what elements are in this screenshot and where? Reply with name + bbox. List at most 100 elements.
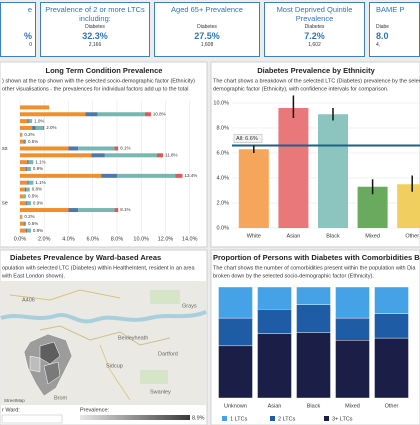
kpi-value: 7.2% — [304, 31, 325, 41]
bar-segment — [97, 112, 145, 117]
bar — [318, 114, 348, 228]
panel-title: Long Term Condition Prevalence — [46, 66, 163, 75]
bar-segment — [28, 160, 34, 165]
bar-segment — [21, 214, 23, 219]
bar-segment — [20, 167, 27, 171]
bar-segment — [24, 187, 27, 192]
bar-segment — [20, 173, 102, 178]
kpi-title: e — [27, 5, 32, 14]
bar-segment — [26, 187, 30, 192]
place-label: Bexleyheath — [118, 335, 148, 341]
bar-segment — [24, 221, 27, 226]
bar-segment — [20, 221, 24, 226]
x-tick-label: Other — [405, 233, 419, 239]
x-tick-label: 2.0% — [38, 236, 51, 242]
bar-segment — [20, 160, 28, 165]
kpi-title: Prevalence of 2 or more LTCs including: — [45, 5, 145, 23]
bar-segment — [23, 221, 25, 226]
data-label: 0.9% — [33, 228, 43, 233]
panel-description: other visualisations - the prevalences f… — [2, 86, 189, 92]
kpi-measure — [1, 24, 32, 30]
bar-segment — [27, 119, 29, 124]
legend-max-label: 8.9% — [192, 415, 205, 421]
kpi-count: 1,602 — [308, 42, 321, 48]
data-label: 8.1% — [120, 207, 130, 212]
road — [99, 344, 131, 401]
bar-segment — [20, 112, 86, 117]
x-tick-label: Black — [307, 403, 321, 409]
map[interactable] — [0, 281, 207, 405]
kpi-card: Prevalence of 2 or more LTCs including: D… — [40, 2, 150, 57]
legend-swatch — [222, 416, 227, 421]
bar-segment — [26, 201, 28, 206]
kpi-title: BAME P — [376, 5, 405, 14]
place-label: Swanley — [150, 389, 171, 395]
panel-description: The chart shows a breakdown of the selec… — [213, 78, 420, 84]
bar-segment — [28, 119, 33, 124]
bar-segment — [26, 167, 28, 171]
kpi-count: 2,166 — [88, 42, 102, 48]
bar-segment — [23, 194, 27, 199]
kpi-value: 32.3% — [82, 31, 108, 41]
legend-label: 2 LTCs — [278, 416, 296, 422]
bar-segment — [257, 286, 292, 310]
data-label: 0.5% — [28, 194, 38, 199]
map-attribution: StreetMap — [4, 398, 25, 403]
bar-segment — [175, 173, 183, 178]
bar-segment — [78, 146, 115, 151]
data-label: 0.9% — [33, 166, 43, 171]
bar-segment — [296, 332, 331, 399]
bar-segment — [374, 286, 409, 314]
bar-segment — [116, 173, 176, 178]
bar-segment — [20, 201, 27, 206]
x-tick-label: Unknown — [224, 403, 247, 409]
panel-description: with East London shown). — [1, 273, 65, 279]
x-tick-label: 4.0% — [62, 236, 75, 242]
panel-description: ) shown at the top shown with the select… — [2, 78, 195, 84]
place-label: Dartford — [158, 351, 178, 357]
x-tick-label: Black — [326, 233, 340, 239]
bar-segment — [27, 201, 31, 206]
bar-segment — [20, 119, 28, 124]
data-label: 13.4% — [184, 173, 197, 178]
legend-swatch — [324, 416, 329, 421]
kpi-card: Most Deprived Quintile Prevalence Diabete… — [264, 2, 365, 57]
y-tick-label: 2.0% — [216, 200, 229, 206]
bar-segment — [27, 160, 29, 165]
bar-segment — [374, 313, 409, 339]
ward-area[interactable] — [39, 341, 61, 365]
filter-dropdown[interactable] — [1, 414, 63, 424]
bar-segment — [20, 214, 22, 219]
bar-segment — [374, 337, 409, 399]
legend-title: Prevalence: — [80, 407, 110, 413]
kpi-count: 4, — [376, 42, 381, 48]
kpi-card: e % 0 — [0, 2, 36, 57]
data-label: 1.0% — [34, 118, 44, 123]
x-tick-label: 10.0% — [133, 236, 149, 242]
data-label: 0.2% — [24, 132, 34, 137]
kpi-card: BAME P Diabe 8.0 4, — [369, 2, 420, 57]
bar-segment — [114, 146, 119, 151]
legend-gradient — [80, 415, 190, 420]
data-label: 8.1% — [120, 146, 130, 151]
bar-segment — [20, 125, 33, 130]
ward-area[interactable] — [43, 361, 61, 385]
bar-segment — [218, 286, 253, 319]
y-tick-label: 4.0% — [216, 175, 229, 181]
ward-area[interactable] — [29, 355, 41, 373]
x-tick-label: Other — [385, 403, 399, 409]
kpi-card: Aged 65+ Prevalence Diabetes 27.5% 1,608 — [154, 2, 260, 57]
bar-segment — [156, 153, 164, 158]
bar-segment — [68, 146, 79, 151]
data-label: 11.8% — [165, 153, 177, 158]
bar — [278, 108, 309, 228]
bar-segment — [296, 286, 331, 305]
bar-segment — [21, 132, 23, 137]
legend-label: 1 LTCs — [230, 416, 248, 422]
river — [0, 310, 207, 324]
data-label: 0.2% — [24, 214, 34, 219]
bar-segment — [20, 187, 25, 192]
place-label: Sidcup — [106, 363, 123, 369]
bar-segment — [20, 139, 24, 144]
